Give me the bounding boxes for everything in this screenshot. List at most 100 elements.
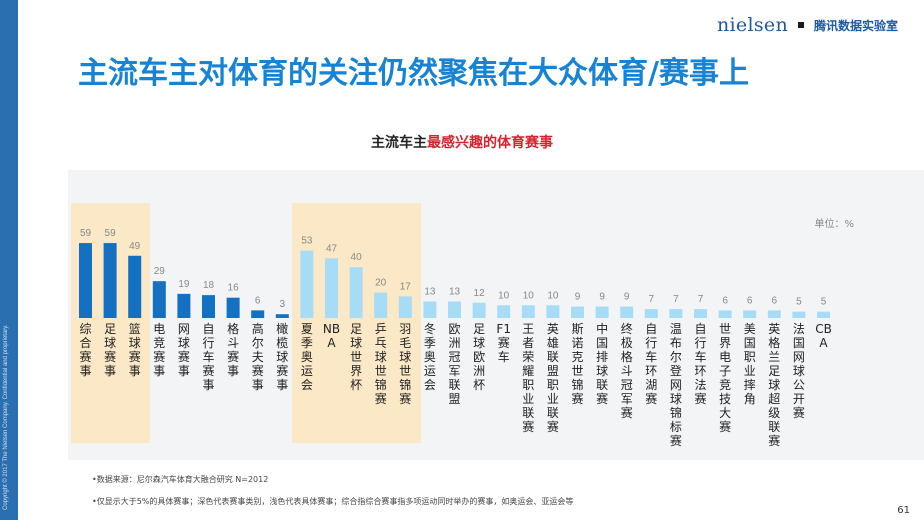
category-label-1-line-3: 赛 — [79, 349, 91, 364]
value-label-12: 40 — [351, 252, 363, 263]
category-label-28-line-4: 业 — [744, 364, 756, 378]
bar-2 — [103, 243, 117, 318]
category-label-19-line-4: 耀 — [522, 364, 534, 378]
category-label-29-line-3: 兰 — [768, 350, 780, 364]
category-label-23-line-2: 极 — [621, 336, 633, 350]
category-label-5-line-3: 赛 — [178, 349, 190, 364]
category-label-9-line-4: 赛 — [276, 363, 288, 378]
unit-label: 单位：% — [814, 219, 854, 230]
category-label-16-line-5: 联 — [448, 378, 460, 392]
category-label-1-line-4: 事 — [79, 364, 91, 378]
category-label-6-line-3: 车 — [202, 349, 214, 364]
category-label-29-line-6: 超 — [768, 391, 780, 406]
category-label-13-line-2: 乓 — [375, 336, 387, 350]
value-label-31: 5 — [821, 297, 827, 308]
category-label-24-line-6: 赛 — [645, 391, 657, 406]
category-label-4-line-4: 事 — [153, 364, 165, 378]
category-label-14-line-2: 毛 — [399, 336, 411, 350]
category-label-15-line-3: 奥 — [424, 350, 436, 364]
category-label-29-line-7: 级 — [768, 406, 780, 420]
category-label-8-line-5: 事 — [252, 378, 264, 392]
value-label-8: 6 — [255, 295, 261, 306]
category-label-27-line-1: 世 — [719, 322, 731, 336]
bar-16 — [448, 301, 461, 318]
value-label-1: 59 — [80, 228, 92, 239]
value-label-5: 19 — [178, 279, 190, 290]
value-label-15: 13 — [424, 286, 436, 297]
bar-30 — [792, 311, 806, 318]
bar-24 — [644, 309, 658, 318]
category-label-19-line-5: 职 — [522, 378, 534, 392]
category-label-29-line-8: 联 — [768, 420, 780, 434]
category-label-5-line-4: 事 — [178, 364, 190, 378]
category-label-20-line-6: 业 — [547, 392, 559, 406]
bar-8 — [251, 310, 265, 318]
category-label-23-line-4: 斗 — [621, 364, 633, 378]
category-label-15-line-4: 运 — [424, 364, 436, 378]
category-label-21-line-3: 克 — [571, 350, 583, 364]
category-label-10-line-5: 会 — [301, 378, 313, 392]
bar-18 — [497, 305, 511, 318]
category-label-22-line-3: 排 — [596, 350, 608, 364]
category-label-18-line-1: F1 — [496, 322, 511, 336]
category-label-9-line-3: 球 — [276, 350, 288, 364]
page-number: 61 — [897, 505, 910, 516]
category-label-6-line-2: 行 — [202, 336, 214, 350]
category-label-5-line-1: 网 — [178, 322, 190, 336]
category-label-13-line-5: 锦 — [375, 378, 387, 392]
category-label-26-line-5: 法 — [694, 378, 706, 392]
category-label-19-line-3: 荣 — [522, 350, 534, 364]
category-label-2-line-3: 赛 — [104, 349, 116, 364]
value-label-18: 10 — [498, 290, 510, 301]
category-label-29-line-2: 格 — [768, 335, 780, 350]
category-label-23-line-3: 格 — [621, 349, 633, 364]
value-label-7: 16 — [228, 283, 240, 294]
bar-4 — [152, 281, 166, 318]
category-label-6-line-1: 自 — [202, 322, 214, 336]
category-label-8-line-2: 尔 — [252, 335, 264, 350]
category-label-27-line-2: 界 — [719, 336, 731, 350]
category-label-13-line-3: 球 — [375, 350, 387, 364]
category-label-25-line-7: 锦 — [670, 406, 682, 420]
category-label-8-line-4: 赛 — [252, 363, 264, 378]
category-label-18-line-3: 车 — [498, 349, 510, 364]
category-label-28-line-5: 摔 — [744, 378, 756, 392]
value-label-30: 5 — [796, 297, 802, 308]
category-label-21-line-6: 赛 — [571, 391, 583, 406]
category-label-16-line-4: 军 — [448, 364, 460, 378]
category-label-20-line-4: 盟 — [547, 364, 559, 378]
category-label-17-line-2: 球 — [473, 336, 485, 350]
category-label-12-line-5: 杯 — [350, 378, 362, 392]
category-label-1-line-2: 合 — [79, 335, 91, 350]
category-label-27-line-7: 大 — [719, 406, 731, 420]
category-label-2-line-2: 球 — [104, 336, 116, 350]
category-label-4-line-3: 赛 — [153, 349, 165, 364]
category-label-16-line-1: 欧 — [448, 322, 460, 336]
value-label-28: 6 — [747, 295, 753, 306]
bar-13 — [374, 292, 388, 318]
category-label-25-line-4: 登 — [670, 363, 682, 378]
category-label-25-line-2: 布 — [670, 336, 682, 350]
category-label-29-line-4: 足 — [768, 364, 780, 378]
value-label-16: 13 — [449, 286, 461, 297]
category-label-12-line-2: 球 — [350, 336, 362, 350]
category-label-2-line-4: 事 — [104, 364, 116, 378]
category-label-10-line-1: 夏 — [301, 322, 313, 336]
bar-26 — [694, 309, 707, 318]
category-label-9-line-2: 榄 — [276, 336, 288, 350]
category-label-23-line-5: 冠 — [621, 378, 633, 392]
category-label-7-line-2: 斗 — [227, 336, 239, 350]
category-label-24-line-1: 自 — [645, 322, 657, 336]
category-label-15-line-1: 冬 — [424, 321, 436, 336]
category-label-19-line-8: 赛 — [522, 419, 534, 434]
category-label-14-line-6: 赛 — [399, 391, 411, 406]
bar-17 — [472, 302, 486, 318]
category-label-4-line-2: 竞 — [153, 336, 165, 350]
category-label-8-line-1: 高 — [252, 321, 264, 336]
value-label-19: 10 — [523, 290, 535, 301]
bar-7 — [226, 297, 240, 318]
category-label-7-line-4: 事 — [227, 364, 239, 378]
category-label-22-line-6: 赛 — [596, 391, 608, 406]
category-label-21-line-5: 锦 — [571, 378, 583, 392]
chart-title-highlight: 最感兴趣的体育赛事 — [427, 135, 553, 151]
